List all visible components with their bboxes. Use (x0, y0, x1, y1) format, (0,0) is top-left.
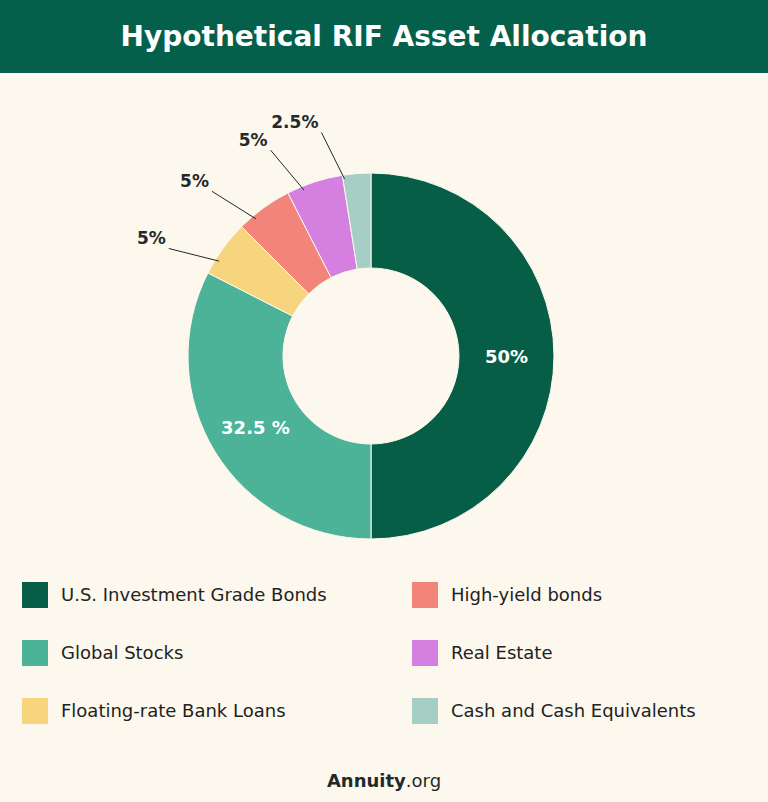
data-label: 32.5 % (221, 417, 290, 438)
legend-label: Global Stocks (61, 642, 183, 663)
slice (342, 173, 371, 269)
data-label: 50% (485, 346, 528, 367)
leader-line (271, 150, 304, 190)
data-label: 5% (239, 130, 268, 150)
chart-root: Hypothetical RIF Asset Allocation 50% 32.5… (0, 0, 768, 802)
leader-line (212, 191, 256, 219)
legend-swatch (22, 698, 48, 724)
legend-swatch (412, 698, 438, 724)
slices (188, 173, 554, 539)
chart-svg: Hypothetical RIF Asset Allocation 50% 32.5… (0, 0, 768, 802)
legend-label: Real Estate (451, 642, 553, 663)
slice (371, 173, 554, 539)
data-label: 5% (180, 171, 209, 191)
legend-swatch (22, 640, 48, 666)
data-label: 5% (137, 228, 166, 248)
data-label: 2.5% (271, 112, 318, 132)
legend-swatch (412, 640, 438, 666)
legend: U.S. Investment Grade Bonds Global Stocks… (22, 582, 696, 724)
source: Annuity.org (327, 770, 441, 791)
slice (188, 273, 371, 539)
source-domain: .org (406, 770, 441, 791)
leader-line (169, 248, 219, 261)
data-labels: 50%32.5 %5%5%5%2.5% (137, 112, 528, 437)
legend-swatch (412, 582, 438, 608)
leader-line (321, 132, 344, 179)
legend-label: Cash and Cash Equivalents (451, 700, 696, 721)
legend-label: High-yield bonds (451, 584, 602, 605)
legend-label: Floating-rate Bank Loans (61, 700, 286, 721)
source-brand: Annuity (327, 770, 406, 791)
legend-swatch (22, 582, 48, 608)
legend-label: U.S. Investment Grade Bonds (61, 584, 327, 605)
background (0, 0, 768, 802)
header-band (0, 0, 768, 73)
title: Hypothetical RIF Asset Allocation (121, 20, 648, 53)
